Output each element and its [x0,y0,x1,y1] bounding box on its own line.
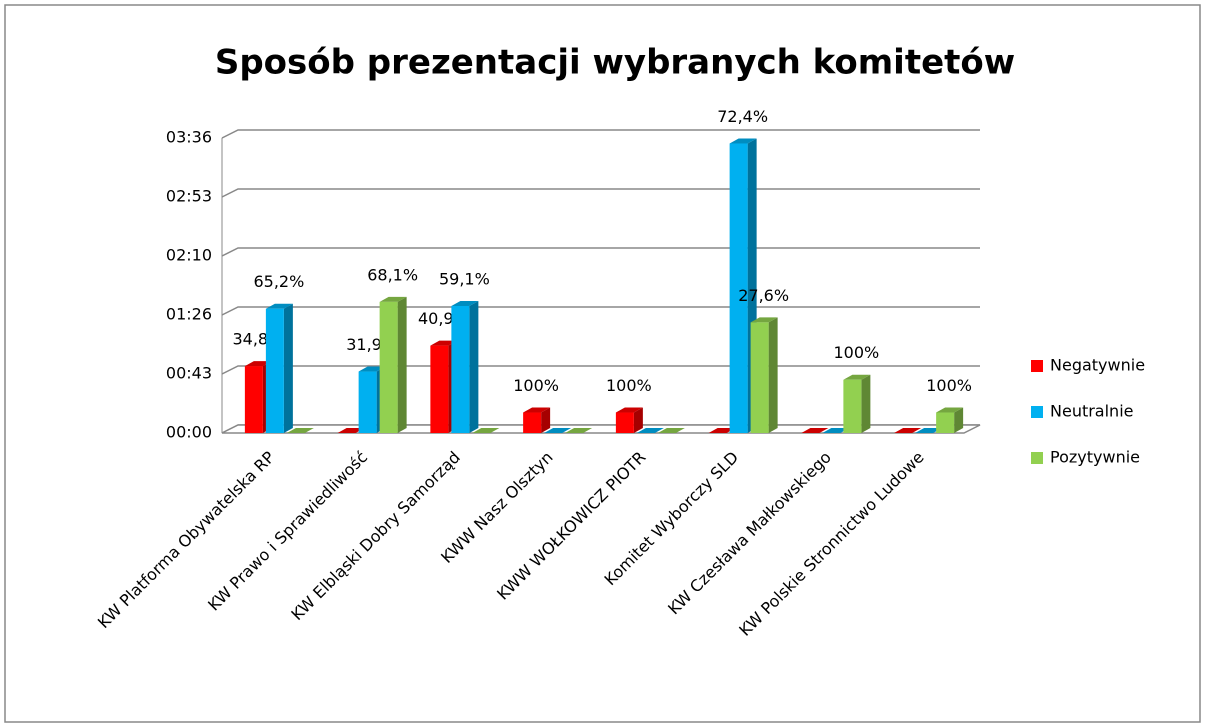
legend-swatch [1031,406,1043,418]
legend-label: Negatywnie [1050,356,1145,375]
data-label: 27,6% [738,286,789,305]
bar [451,305,470,433]
bar-top [915,428,943,433]
data-label: 100% [834,343,880,362]
bar-top [729,138,757,144]
y-tick-label: 00:43 [166,364,212,383]
bar-top [265,303,293,309]
bar-top [544,428,572,433]
data-label: 72,4% [717,107,768,126]
data-label: 100% [606,376,652,395]
bar-top [657,428,685,433]
data-label: 68,1% [367,265,418,284]
y-tick-label: 00:00 [166,423,212,442]
data-label: 100% [926,376,972,395]
data-label: 65,2% [253,272,304,291]
bar-top [615,407,643,413]
legend-label: Neutralnie [1050,402,1133,421]
bar-top [286,428,314,433]
y-tick-label: 03:36 [166,128,212,147]
chart-title: Sposób prezentacji wybranych komitetów [215,43,1015,83]
legend-swatch [1031,452,1043,464]
bar [729,143,748,434]
bar [843,379,862,433]
bar-side [861,374,871,433]
bar-side [954,407,964,433]
bar [265,308,284,433]
bar [244,366,263,433]
bar [379,301,398,433]
bar-top [523,407,551,413]
bar-top [430,340,458,346]
y-tick-label: 02:10 [166,246,212,265]
y-tick-label: 02:53 [166,187,212,206]
bar-side [768,317,778,433]
chart-border [4,4,1201,723]
bar-top [750,317,778,323]
bar-top [565,428,593,433]
bar-top [451,300,479,306]
bar [523,412,542,433]
bar-top [472,428,500,433]
grid-line [221,129,980,139]
bar-side [633,407,643,433]
bar-top [822,428,850,433]
bar [430,345,449,433]
bar-top [358,366,386,372]
bar-top [636,428,664,433]
bar-top [894,428,922,433]
bar-side [397,296,407,433]
bar-side [541,407,551,433]
bar [615,412,634,433]
bar-top [708,428,736,433]
bar-top [843,374,871,380]
bar-side [283,303,293,433]
bar-top [801,428,829,433]
bar [358,371,377,433]
bar-top [337,428,365,433]
bar [750,322,769,433]
bar-top [244,361,272,367]
bar [936,412,955,433]
bar-top [936,407,964,413]
data-label: 100% [513,376,559,395]
legend-swatch [1031,360,1043,372]
legend-label: Pozytywnie [1050,448,1140,467]
bar-top [379,296,407,302]
y-tick-label: 01:26 [166,305,212,324]
data-label: 59,1% [439,269,490,288]
bar-side [469,300,479,433]
